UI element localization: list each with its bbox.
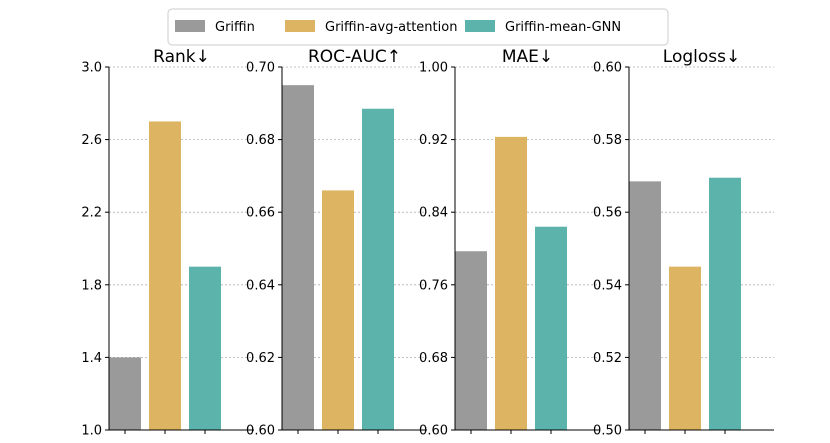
- legend-label: Griffin-mean-GNN: [505, 20, 621, 35]
- y-tick-label: 1.8: [81, 278, 102, 293]
- bar-griffin-mean-gnn: [189, 266, 221, 430]
- y-tick-label: 0.84: [419, 206, 448, 221]
- y-tick-label: 0.70: [246, 61, 275, 76]
- y-tick-label: 0.62: [246, 351, 275, 366]
- bar-griffin-mean-gnn: [535, 226, 567, 430]
- y-tick-label: 3.0: [81, 61, 102, 76]
- bar-griffin: [455, 251, 487, 430]
- y-tick-label: 0.52: [593, 351, 622, 366]
- bar-griffin-avg-attention: [149, 121, 181, 430]
- y-tick-label: 2.2: [81, 206, 102, 221]
- y-tick-label: 0.76: [419, 278, 448, 293]
- bar-griffin-mean-gnn: [362, 108, 394, 431]
- y-tick-label: 1.4: [81, 351, 102, 366]
- chart-panel: ROC-AUC↑ 0.60 0.62 0.64 0.66 0.68 0.70: [246, 47, 427, 439]
- y-tick-label: 0.68: [246, 133, 275, 148]
- bar-griffin-mean-gnn: [709, 177, 741, 430]
- legend-frame: [167, 8, 669, 46]
- bar-griffin-avg-attention: [669, 266, 701, 430]
- y-tick-label: 0.54: [593, 278, 622, 293]
- panel-title: ROC-AUC↑: [308, 47, 401, 67]
- panel-title: Logloss↓: [663, 47, 740, 67]
- chart-panel: MAE↓ 0.60 0.68 0.76 0.84 0.92 1.00: [419, 47, 600, 439]
- y-tick-label: 0.68: [419, 351, 448, 366]
- y-tick-label: 0.58: [593, 133, 622, 148]
- y-tick-label: 1.00: [419, 61, 448, 76]
- legend-label: Griffin: [215, 20, 255, 35]
- bar-griffin: [109, 357, 141, 430]
- chart-panels: Rank↓ 1.0 1.4 1.8 2.2 2.6 3.0 ROC-AUC↑ 0.60 0.62 0…: [81, 47, 774, 439]
- bar-griffin-avg-attention: [495, 136, 527, 430]
- y-tick-label: 0.64: [246, 278, 275, 293]
- y-tick-label: 0.56: [593, 206, 622, 221]
- y-tick-label: 0.60: [419, 424, 448, 439]
- y-tick-label: 0.92: [419, 133, 448, 148]
- legend: Griffin Griffin-avg-attention Griffin-mean…: [167, 8, 669, 46]
- y-tick-label: 0.50: [593, 424, 622, 439]
- panel-title: MAE↓: [502, 47, 553, 67]
- y-tick-label: 0.66: [246, 206, 275, 221]
- bar-griffin-avg-attention: [322, 190, 354, 430]
- chart-panel: Rank↓ 1.0 1.4 1.8 2.2 2.6 3.0: [81, 47, 254, 439]
- bar-griffin: [629, 181, 661, 430]
- chart-panel: Logloss↓ 0.50 0.52 0.54 0.56 0.58 0.60: [593, 47, 774, 439]
- bar-griffin: [282, 85, 314, 431]
- legend-swatch: [285, 20, 315, 32]
- panel-title: Rank↓: [153, 47, 210, 67]
- y-tick-label: 1.0: [81, 424, 102, 439]
- y-tick-label: 0.60: [246, 424, 275, 439]
- y-tick-label: 2.6: [81, 133, 102, 148]
- legend-swatch: [465, 20, 495, 32]
- y-tick-label: 0.60: [593, 61, 622, 76]
- legend-swatch: [175, 20, 205, 32]
- legend-label: Griffin-avg-attention: [325, 20, 457, 35]
